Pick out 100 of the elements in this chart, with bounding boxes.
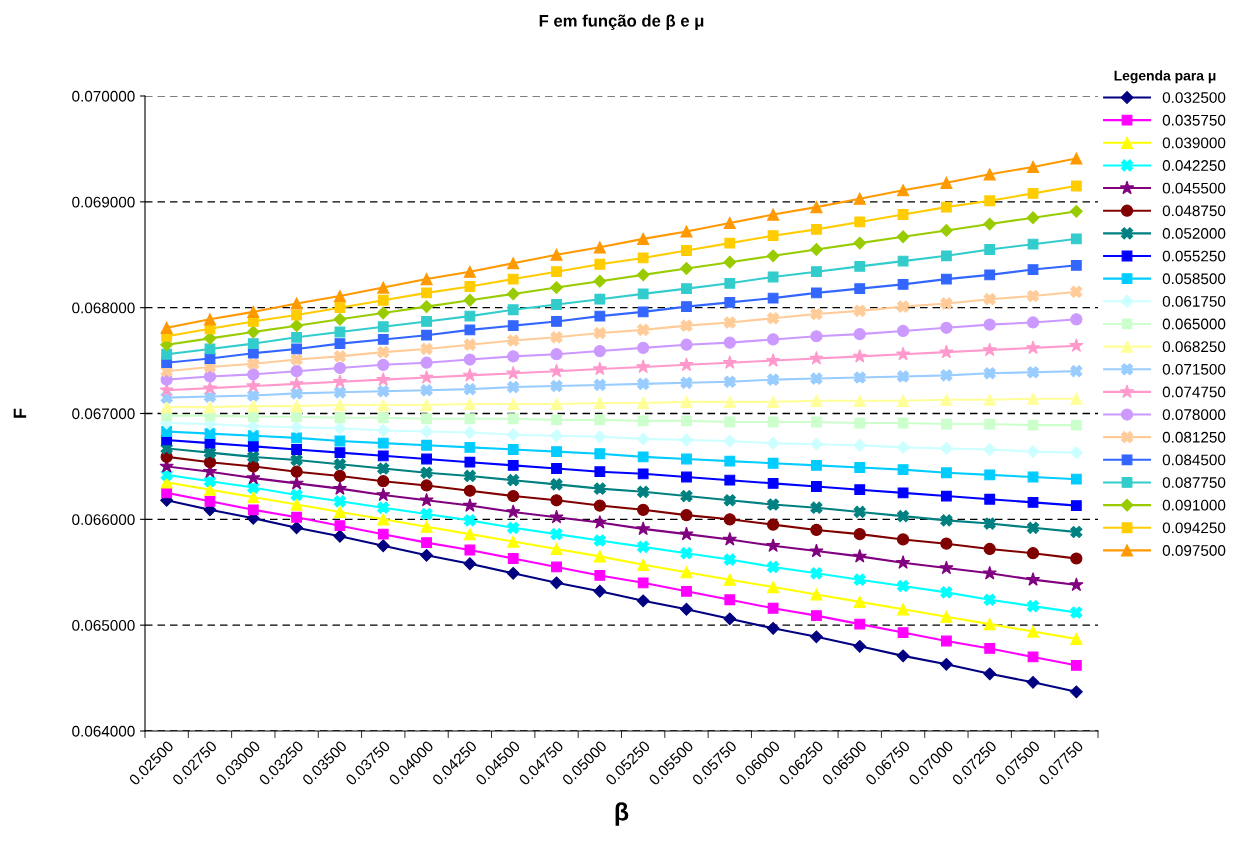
point: [854, 462, 866, 473]
x-axis-title: β: [615, 802, 629, 826]
point: [766, 249, 780, 263]
point: [723, 434, 737, 448]
point: [247, 368, 260, 381]
point: [1027, 187, 1039, 199]
point: [680, 566, 693, 579]
point: [723, 612, 737, 626]
point: [1026, 392, 1040, 405]
point: [853, 236, 867, 250]
point: [680, 225, 693, 238]
point: [939, 560, 954, 575]
point: [377, 334, 389, 345]
point: [940, 418, 952, 430]
point: [809, 350, 824, 365]
point: [333, 312, 347, 326]
point: [853, 371, 866, 384]
point: [1069, 577, 1084, 592]
point: [637, 323, 650, 337]
point: [464, 310, 476, 322]
legend-label: 0.032500: [1162, 92, 1226, 103]
point: [853, 192, 866, 205]
point: [767, 477, 779, 489]
point: [853, 304, 866, 317]
point: [420, 300, 434, 314]
point: [897, 464, 909, 476]
point: [724, 455, 736, 467]
point: [681, 471, 692, 483]
point: [940, 176, 953, 189]
point: [723, 255, 737, 269]
point: [333, 289, 347, 303]
point: [291, 343, 303, 355]
legend-label: 0.091000: [1162, 499, 1226, 511]
point: [202, 380, 218, 395]
point: [463, 484, 476, 497]
point: [420, 398, 433, 412]
point: [1070, 659, 1082, 671]
point: [984, 269, 996, 281]
point: [854, 216, 866, 228]
point: [592, 515, 607, 529]
y-tick-label: 0.070000: [72, 90, 135, 102]
point: [983, 542, 996, 556]
legend-label: 0.055250: [1162, 250, 1226, 262]
point: [161, 348, 173, 360]
point: [681, 283, 692, 295]
point: [854, 484, 866, 496]
point: [593, 430, 607, 444]
point: [464, 441, 476, 453]
legend-label: 0.071500: [1162, 363, 1226, 375]
point: [811, 287, 822, 299]
point: [463, 528, 476, 541]
point: [593, 534, 606, 547]
point: [637, 288, 649, 300]
legend-label: 0.074750: [1162, 386, 1226, 398]
point: [984, 195, 996, 207]
point: [420, 520, 433, 533]
point: [1026, 211, 1040, 225]
point: [290, 453, 303, 467]
point: [507, 257, 520, 270]
point: [811, 610, 822, 622]
point: [463, 293, 477, 307]
point: [464, 281, 476, 292]
point: [637, 232, 650, 245]
point: [895, 346, 911, 361]
point: [767, 312, 780, 325]
point: [507, 350, 520, 363]
point: [507, 521, 520, 534]
point: [767, 457, 779, 469]
legend-label: 0.087750: [1162, 477, 1226, 488]
point: [1027, 238, 1039, 250]
point: [333, 495, 347, 508]
point: [246, 378, 261, 393]
point: [507, 553, 519, 564]
point: [896, 579, 910, 593]
point: [420, 425, 434, 438]
point: [722, 531, 737, 546]
point: [593, 584, 607, 598]
point: [896, 230, 910, 244]
point: [636, 594, 650, 608]
point: [1070, 233, 1082, 245]
point: [853, 573, 866, 586]
point: [940, 490, 952, 502]
point: [679, 526, 694, 541]
point: [333, 469, 347, 483]
point: [1026, 625, 1040, 638]
point: [724, 416, 736, 428]
point: [377, 346, 390, 359]
point: [376, 306, 390, 320]
point: [984, 418, 996, 430]
point: [421, 413, 432, 425]
point: [1027, 264, 1039, 275]
point: [421, 329, 432, 341]
point: [1070, 525, 1083, 539]
legend-label: 0.035750: [1162, 114, 1226, 126]
point: [290, 521, 304, 535]
point: [334, 520, 346, 532]
point: [766, 436, 780, 450]
point: [161, 487, 173, 499]
point: [506, 504, 521, 519]
point: [984, 244, 996, 255]
